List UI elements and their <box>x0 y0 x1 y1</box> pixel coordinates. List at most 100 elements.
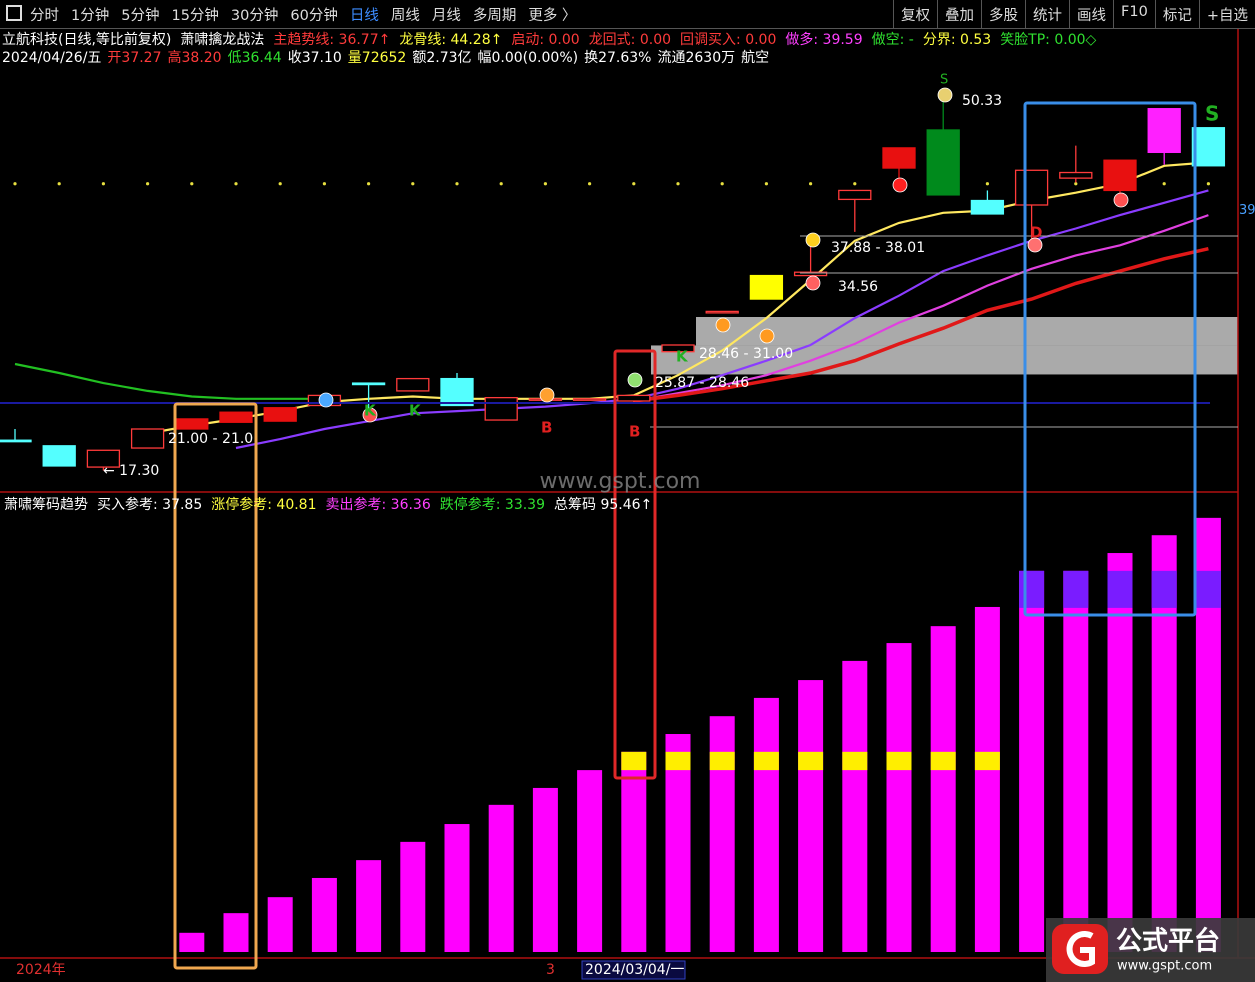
tool-tab[interactable]: 标记 <box>1154 0 1199 28</box>
level-dot <box>57 182 61 186</box>
period-tab[interactable]: 5分钟 <box>121 8 160 24</box>
candle-body <box>1014 169 1049 206</box>
info-item: 高38.20 <box>167 50 222 66</box>
chip-band <box>621 751 647 771</box>
chip-bar <box>798 680 824 952</box>
annotation: S <box>940 73 948 88</box>
chip-bar <box>223 913 249 952</box>
candle-body <box>86 449 121 468</box>
period-tab[interactable]: 60分钟 <box>290 8 338 24</box>
signal-icon <box>539 387 555 403</box>
signal-icon <box>805 275 821 291</box>
period-tab[interactable]: 分时 <box>30 8 59 24</box>
candle-body <box>130 428 165 449</box>
period-tab[interactable]: 日线 <box>349 8 379 24</box>
quote-line: 2024/04/26/五 开37.27 高38.20 低36.44 收37.10 量726… <box>2 47 1238 67</box>
chip-bar <box>1107 553 1133 952</box>
info-item: 龙回式: 0.00 <box>588 32 672 48</box>
level-dot <box>809 182 813 186</box>
signal-icon <box>1027 237 1043 253</box>
tool-tab[interactable]: 叠加 <box>937 0 981 28</box>
signal-icon <box>805 232 821 248</box>
chip-bar <box>665 734 691 952</box>
candle-body <box>1059 171 1093 179</box>
candle-body <box>617 394 651 402</box>
level-dot <box>676 182 680 186</box>
chip-bar <box>267 897 293 952</box>
level-dot <box>322 182 326 186</box>
logo-glyph <box>1066 931 1095 967</box>
info-item: 跌停参考: 33.39 <box>439 497 545 513</box>
candle-body <box>440 377 474 407</box>
chip-bar <box>400 841 426 952</box>
chip-bar <box>444 824 470 952</box>
tool-tab[interactable]: +自选 <box>1198 0 1255 28</box>
info-item: 幅0.00(0.00%) <box>477 50 579 66</box>
signal-icon <box>759 328 775 344</box>
chip-bar <box>842 660 868 952</box>
info-item: 流通2630万 <box>657 50 736 66</box>
annotation: 25.87 - 28.46 <box>655 375 749 391</box>
axis-label: 3 <box>546 962 555 978</box>
info-item: 卖出参考: 36.36 <box>325 497 431 513</box>
candle-body <box>661 344 695 353</box>
tool-tab[interactable]: 画线 <box>1069 0 1113 28</box>
level-dot <box>278 182 282 186</box>
tool-tab[interactable]: 统计 <box>1025 0 1069 28</box>
menu-icon[interactable] <box>4 3 26 25</box>
candle-body <box>219 411 253 423</box>
level-dot <box>146 182 150 186</box>
chip-bar <box>886 643 912 952</box>
chip-band <box>1019 570 1045 608</box>
period-tab[interactable]: 30分钟 <box>230 8 279 24</box>
period-tab[interactable]: 多周期 <box>472 8 517 24</box>
annotation: 50.33 <box>962 93 1002 109</box>
period-tab[interactable]: 1分钟 <box>71 8 110 24</box>
chip-band <box>753 751 779 771</box>
chip-band <box>709 751 735 771</box>
period-tab[interactable]: 更多 〉 <box>528 8 577 24</box>
level-dot <box>1074 182 1078 186</box>
axis-label: 2024年 <box>16 962 66 978</box>
chip-bar <box>709 716 735 952</box>
annotation: 28.46 - 31.00 <box>699 346 793 362</box>
candle-body <box>1147 108 1181 154</box>
signal-icon <box>362 407 378 423</box>
level-dot <box>853 182 857 186</box>
info-item: 做多: 39.59 <box>785 32 863 48</box>
period-tab[interactable]: 周线 <box>390 8 420 24</box>
chip-band <box>798 751 824 771</box>
period-tab[interactable]: 月线 <box>431 8 461 24</box>
candle-body <box>263 407 297 422</box>
period-tab[interactable]: 15分钟 <box>171 8 219 24</box>
chip-bar <box>311 877 337 952</box>
candle-body <box>838 189 872 201</box>
tool-tab[interactable]: F10 <box>1113 0 1155 28</box>
candle-body <box>1191 127 1226 167</box>
tool-tab[interactable]: 多股 <box>981 0 1025 28</box>
level-dot <box>367 182 371 186</box>
chip-bar <box>1019 570 1045 952</box>
info-item: 买入参考: 37.85 <box>97 497 203 513</box>
chip-band <box>1151 570 1177 608</box>
level-dot <box>13 182 17 186</box>
annotation: D <box>1030 224 1042 242</box>
info-item: 2024/04/26/五 <box>2 50 102 66</box>
logo-text: 公式平台 <box>1116 926 1220 957</box>
info-item: 萧啸筹码趋势 <box>4 497 88 513</box>
level-dot <box>588 182 592 186</box>
candle-body <box>42 445 76 467</box>
candle-body <box>882 147 916 169</box>
annotation: S <box>1205 102 1219 126</box>
chip-bar <box>577 770 603 952</box>
tool-tab[interactable]: 复权 <box>893 0 937 28</box>
tool-tabs: 复权 叠加 多股 统计 画线 F10 标记 +自选 <box>893 0 1255 28</box>
candle-body <box>705 310 739 314</box>
annotation: B <box>541 419 552 437</box>
level-dot <box>985 182 990 186</box>
lower-header: 萧啸筹码趋势 买入参考: 37.85 涨停参考: 40.81 卖出参考: 36.36 跌… <box>4 494 1104 514</box>
info-item: 萧啸擒龙战法 <box>180 32 265 48</box>
chip-band <box>930 751 956 771</box>
annotation: K <box>364 402 377 420</box>
